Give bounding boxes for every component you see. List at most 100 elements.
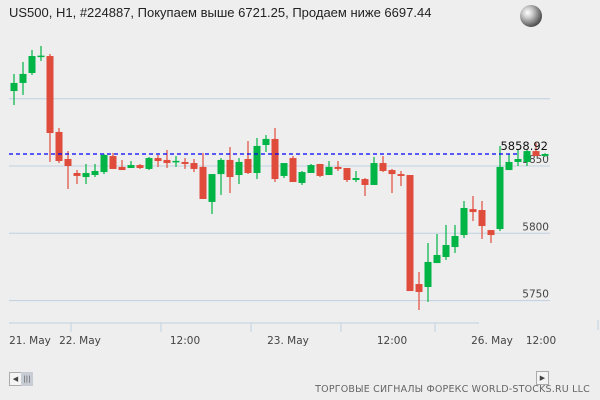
candle — [397, 170, 405, 187]
candle-body — [514, 159, 522, 162]
candle — [307, 163, 315, 173]
candle — [19, 61, 27, 95]
candle-body — [118, 166, 126, 171]
candle-body — [127, 165, 135, 169]
candle-body — [271, 138, 279, 180]
candle-body — [37, 55, 45, 58]
candle — [208, 174, 216, 215]
candle — [199, 152, 207, 199]
candle — [118, 159, 126, 171]
candle-body — [388, 170, 396, 175]
candle-body — [379, 163, 387, 171]
candle — [523, 149, 531, 166]
candle — [181, 158, 189, 169]
candle — [424, 242, 432, 302]
candle — [370, 156, 378, 185]
candle-body — [82, 172, 90, 178]
candle — [244, 140, 252, 175]
candle-body — [370, 163, 378, 185]
candle-body — [307, 165, 315, 173]
candle-body — [136, 165, 144, 169]
candle — [352, 170, 360, 183]
candle — [109, 152, 117, 169]
candle — [82, 163, 90, 185]
candle-body — [505, 161, 513, 171]
candle-body — [226, 159, 234, 178]
candle — [496, 145, 504, 232]
x-tick-label: 23. May — [267, 335, 309, 347]
candle-body — [10, 82, 18, 92]
candle — [451, 224, 459, 253]
candle — [28, 49, 36, 76]
candle-body — [199, 166, 207, 199]
candle — [532, 142, 540, 157]
candle — [388, 168, 396, 194]
candle — [172, 156, 180, 167]
candle — [190, 159, 198, 173]
candle-body — [262, 138, 270, 146]
last-price-label: 5858.92 — [500, 139, 548, 153]
candle — [415, 272, 423, 311]
candle-body — [217, 159, 225, 175]
x-tick-label: 12:00 — [526, 335, 556, 347]
candle — [226, 147, 234, 194]
candle — [217, 158, 225, 195]
y-tick-label: 5800 — [522, 221, 549, 233]
candle — [487, 230, 495, 243]
candle — [235, 158, 243, 185]
candle-body — [541, 153, 549, 157]
candle — [406, 175, 414, 292]
candle — [280, 163, 288, 178]
candle — [37, 45, 45, 62]
candle — [541, 153, 549, 157]
candle — [379, 156, 387, 173]
candle-body — [442, 245, 450, 257]
candle-body — [190, 163, 198, 169]
candle-body — [532, 151, 540, 157]
candle — [154, 154, 162, 167]
candle-body — [496, 166, 504, 229]
globe-icon[interactable] — [520, 5, 542, 27]
candle — [91, 163, 99, 178]
candle — [469, 196, 477, 222]
credits-text: ТОРГОВЫЕ СИГНАЛЫ ФОРЕКС WORLD-STOCKS.RU … — [315, 384, 590, 395]
candle-body — [100, 154, 108, 173]
candle — [100, 153, 108, 175]
scroll-right-button[interactable]: ▶ — [536, 371, 549, 385]
candle-body — [289, 158, 297, 183]
candle-body — [19, 73, 27, 83]
candle — [253, 138, 261, 180]
candle-body — [28, 56, 36, 73]
candle-body — [523, 151, 531, 162]
candle-body — [280, 163, 288, 176]
candle-body — [451, 235, 459, 248]
candle-body — [406, 175, 414, 292]
candle-body — [109, 156, 117, 169]
candle-body — [352, 177, 360, 180]
candle — [271, 128, 279, 183]
candle-body — [73, 172, 81, 176]
candle-body — [172, 160, 180, 163]
grid-lines — [9, 98, 550, 302]
candle-body — [334, 166, 342, 169]
candle-body — [487, 230, 495, 236]
candle-body — [235, 161, 243, 176]
candle-body — [145, 158, 153, 169]
scrollbar-thumb[interactable]: ||| — [21, 372, 33, 386]
candle-body — [253, 145, 261, 173]
x-tick-label: 12:00 — [170, 335, 200, 347]
candle — [55, 128, 63, 164]
candle — [460, 200, 468, 239]
candle — [316, 163, 324, 178]
candle — [361, 177, 369, 197]
arrow-left-icon: ◀ — [12, 375, 19, 383]
candle — [136, 163, 144, 169]
candle-body — [469, 209, 477, 213]
candle-body — [244, 159, 252, 173]
candle-body — [433, 254, 441, 264]
candle-body — [424, 261, 432, 288]
x-tick-label: 12:00 — [377, 335, 407, 347]
grip-icon: ||| — [23, 375, 31, 383]
candle — [343, 168, 351, 183]
